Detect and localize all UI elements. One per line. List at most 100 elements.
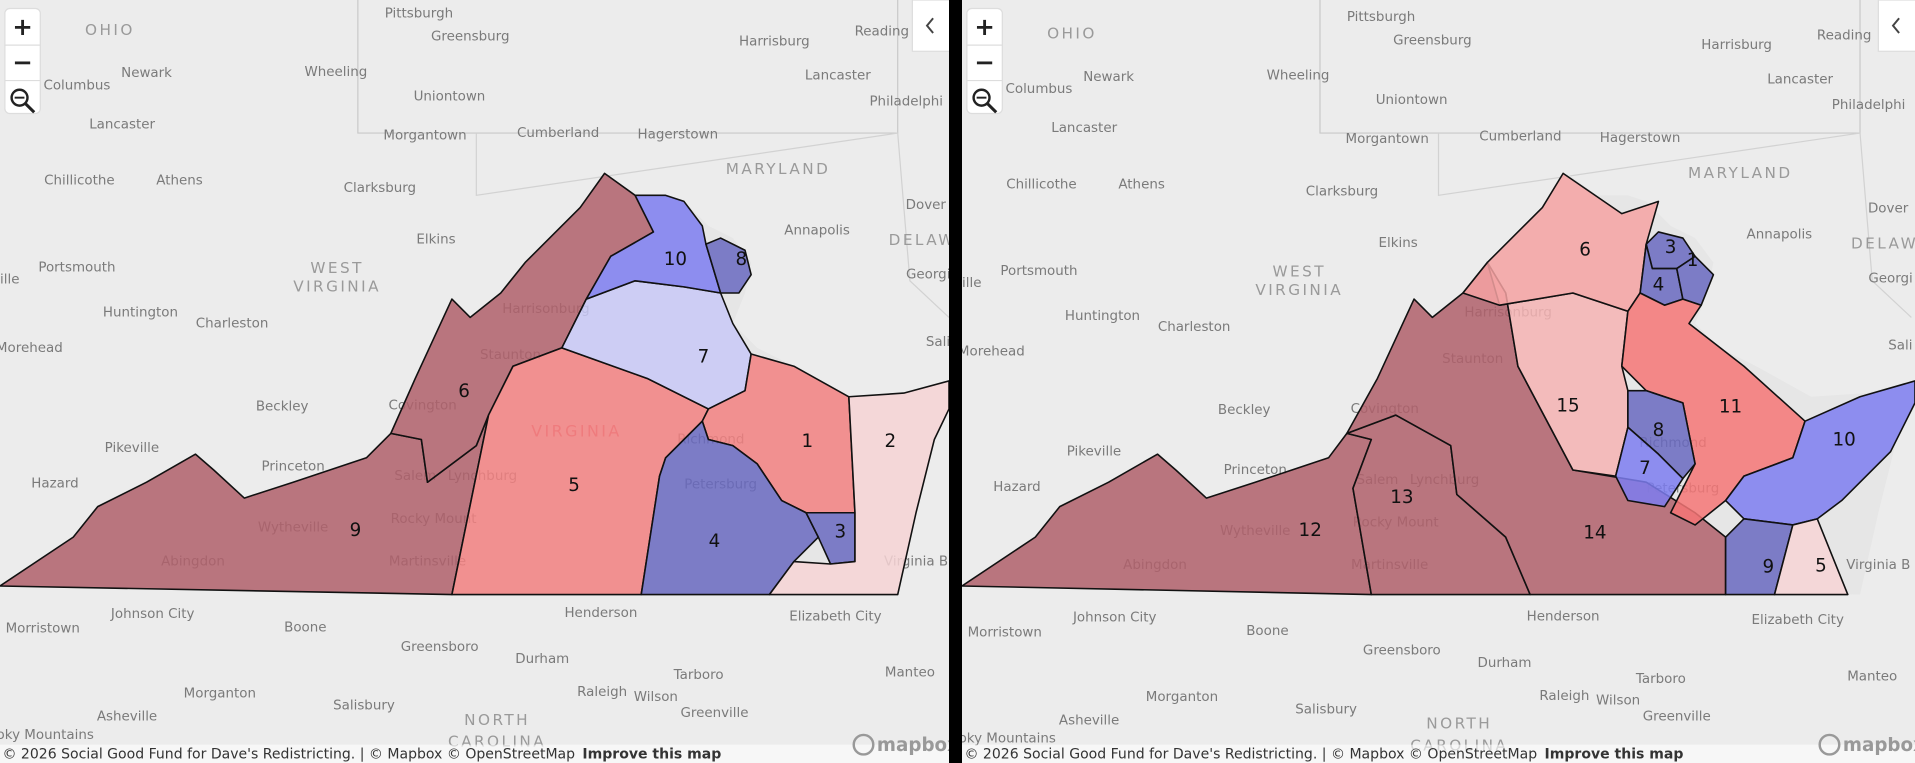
place-label: Salisbury xyxy=(1295,702,1357,717)
district xyxy=(1773,518,1849,596)
place-label: Uniontown xyxy=(1376,93,1448,108)
region-label: MARYLAND xyxy=(726,160,831,178)
place-label: Boone xyxy=(1246,624,1288,639)
place-label: oky Mountains xyxy=(962,732,1056,747)
place-label: Morganton xyxy=(1146,690,1218,705)
place-label: Elkins xyxy=(416,232,455,247)
collapse-tab[interactable] xyxy=(911,0,949,52)
place-label: Columbus xyxy=(1005,82,1072,97)
district-label: 4 xyxy=(1653,275,1665,296)
place-label: Greensburg xyxy=(431,30,509,45)
district-label: 8 xyxy=(736,249,748,270)
place-label: Raleigh xyxy=(577,685,627,700)
place-label: Greensboro xyxy=(1363,644,1441,659)
place-label: Manteo xyxy=(1847,669,1897,684)
place-label: Newark xyxy=(1083,70,1134,85)
place-label: Henderson xyxy=(564,606,637,621)
district-label: 2 xyxy=(885,431,897,452)
zoom-in-button[interactable]: + xyxy=(12,12,32,41)
place-label: Greensboro xyxy=(401,640,479,655)
district-label: 9 xyxy=(1763,557,1775,578)
place-label: Charleston xyxy=(196,317,269,332)
attribution: © 2026 Social Good Fund for Dave's Redis… xyxy=(2,746,721,762)
improve-map-link[interactable]: Improve this map xyxy=(582,746,721,762)
district-label: 6 xyxy=(1579,239,1591,260)
place-label: Durham xyxy=(1477,656,1531,671)
district-label: 3 xyxy=(1665,237,1677,258)
place-label: Annapolis xyxy=(784,224,850,239)
district-label: 7 xyxy=(1639,458,1651,479)
place-label: Morgantown xyxy=(1346,132,1429,147)
place-label: Durham xyxy=(515,652,569,667)
attribution-bar xyxy=(0,744,949,763)
place-label: Wilson xyxy=(1596,694,1640,709)
place-label: Portsmouth xyxy=(1000,264,1077,279)
zoom-in-button[interactable]: + xyxy=(974,12,994,41)
region-label: MARYLAND xyxy=(1688,164,1793,182)
place-label: Sali xyxy=(926,335,949,350)
improve-map-link[interactable]: Improve this map xyxy=(1545,746,1684,762)
place-label: Elizabeth City xyxy=(1752,613,1844,628)
place-label: Charleston xyxy=(1158,320,1231,335)
place-label: Greenville xyxy=(680,706,748,721)
place-label: Dover xyxy=(906,198,947,213)
place-label: Uniontown xyxy=(414,89,486,104)
region-label: OHIO xyxy=(85,21,135,39)
zoom-control xyxy=(4,7,41,115)
zoom-out-button[interactable]: − xyxy=(974,47,994,76)
map-panel: OHIO Pittsburgh Greensburg Reading Harrisbur… xyxy=(0,0,949,763)
collapse-tab[interactable] xyxy=(1877,0,1915,52)
state-border xyxy=(475,132,949,318)
district-label: 10 xyxy=(1832,430,1855,451)
district-label: 5 xyxy=(568,475,580,496)
place-label: Tarboro xyxy=(1635,672,1686,687)
attribution-text: © 2026 Social Good Fund for Dave's Redis… xyxy=(2,746,575,762)
place-label: Morganton xyxy=(184,686,256,701)
place-label: Clarksburg xyxy=(1306,185,1378,200)
place-label: Wheeling xyxy=(304,65,367,80)
place-label: Philadelphi xyxy=(869,94,943,109)
district-label: 14 xyxy=(1583,522,1606,543)
place-label: Beckley xyxy=(1218,403,1271,418)
place-label: Athens xyxy=(156,174,202,189)
place-label: Morristown xyxy=(6,622,80,637)
place-label: Huntington xyxy=(1065,309,1140,324)
logo-icon xyxy=(852,733,875,756)
place-label: Morehead xyxy=(0,341,63,356)
place-label: Virginia B xyxy=(1846,558,1910,573)
place-label: Greenville xyxy=(1643,710,1711,725)
place-label: Philadelphi xyxy=(1832,98,1906,113)
place-label: Greensburg xyxy=(1393,33,1472,48)
attribution: © 2026 Social Good Fund for Dave's Redis… xyxy=(964,746,1683,762)
zoom-reset-icon[interactable] xyxy=(972,88,991,107)
place-label: Columbus xyxy=(43,78,110,93)
place-label: Athens xyxy=(1118,177,1165,192)
place-label: Hagerstown xyxy=(1600,131,1681,146)
attribution-bar xyxy=(962,744,1915,763)
place-label: Portsmouth xyxy=(38,260,115,275)
district-label: 15 xyxy=(1556,396,1579,417)
state-border xyxy=(1437,132,1912,318)
district-label: 1 xyxy=(801,431,813,452)
place-label: Johnson City xyxy=(110,607,195,622)
zoom-reset-icon xyxy=(24,102,36,114)
place-label: Salisbury xyxy=(333,699,395,714)
place-label: Lancaster xyxy=(89,118,155,133)
mapbox-logo: mapbox xyxy=(1843,735,1915,756)
chevron-icon xyxy=(925,17,934,34)
district-label: 8 xyxy=(1653,420,1665,441)
zoom-reset-icon[interactable] xyxy=(10,88,29,107)
place-label: Elkins xyxy=(1379,236,1418,251)
district-label: 4 xyxy=(709,531,721,552)
place-label: Newark xyxy=(121,66,172,81)
state-border xyxy=(357,0,899,134)
district xyxy=(585,194,722,300)
zoom-out-button[interactable]: − xyxy=(12,47,32,76)
place-label: Chillicothe xyxy=(44,174,114,189)
place-label: Manteo xyxy=(885,666,935,681)
zoom-control xyxy=(966,7,1003,115)
place-label: Chillicothe xyxy=(1006,177,1076,192)
region-label: DELAWA xyxy=(889,231,949,249)
place-label: Hazard xyxy=(31,476,78,491)
place-label: Huntington xyxy=(103,306,178,321)
